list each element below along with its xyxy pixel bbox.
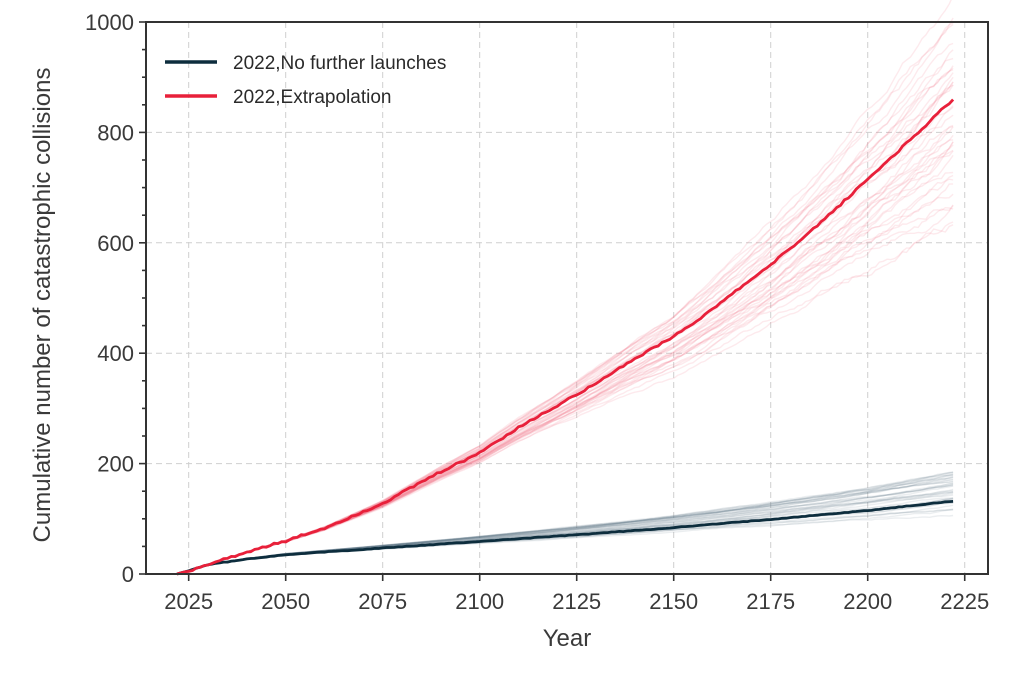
ensemble-run-line (176, 471, 954, 575)
tick-layer: 2025 2050 2075 2100 2125 2150 2175 2200 2225 0 200… (85, 10, 989, 614)
series-line-no-further-launches (176, 500, 954, 576)
y-tick-label: 600 (97, 231, 134, 256)
grid-layer (146, 21, 988, 575)
ensemble-run-line (176, 509, 954, 575)
ensemble-run-line (176, 514, 954, 575)
series-line-extrapolation (176, 98, 955, 576)
x-tick-label: 2100 (455, 589, 504, 614)
x-tick-label: 2025 (164, 589, 213, 614)
y-tick-label: 1000 (85, 10, 134, 35)
ensemble-run-line (176, 471, 954, 575)
x-tick-label: 2200 (843, 589, 892, 614)
legend: 2022,No further launches 2022,Extrapolat… (165, 53, 446, 108)
ensemble-run-line (176, 475, 954, 575)
legend-label-no-further-launches: 2022,No further launches (233, 53, 446, 74)
y-tick-label: 400 (97, 341, 134, 366)
ensemble-run-line (176, 471, 954, 575)
ensemble-run-line (176, 491, 954, 575)
ensemble-run-line (176, 474, 954, 575)
ensemble-run-line (176, 475, 954, 575)
y-tick-label: 200 (97, 452, 134, 477)
x-tick-label: 2050 (261, 589, 310, 614)
y-axis-label: Cumulative number of catastrophic collis… (29, 68, 56, 543)
y-tick-label: 0 (122, 562, 134, 587)
series-lines (176, 98, 955, 576)
ensemble-run-line (176, 473, 954, 575)
x-tick-label: 2175 (746, 589, 795, 614)
x-axis-label: Year (543, 625, 592, 652)
ensemble-run-line (176, 134, 954, 575)
x-tick-label: 2150 (649, 589, 698, 614)
x-tick-label: 2225 (940, 589, 989, 614)
x-tick-label: 2125 (552, 589, 601, 614)
x-tick-label: 2075 (358, 589, 407, 614)
ensemble-run-line (176, 473, 954, 575)
y-tick-label: 800 (97, 120, 134, 145)
legend-label-extrapolation: 2022,Extrapolation (233, 87, 391, 108)
